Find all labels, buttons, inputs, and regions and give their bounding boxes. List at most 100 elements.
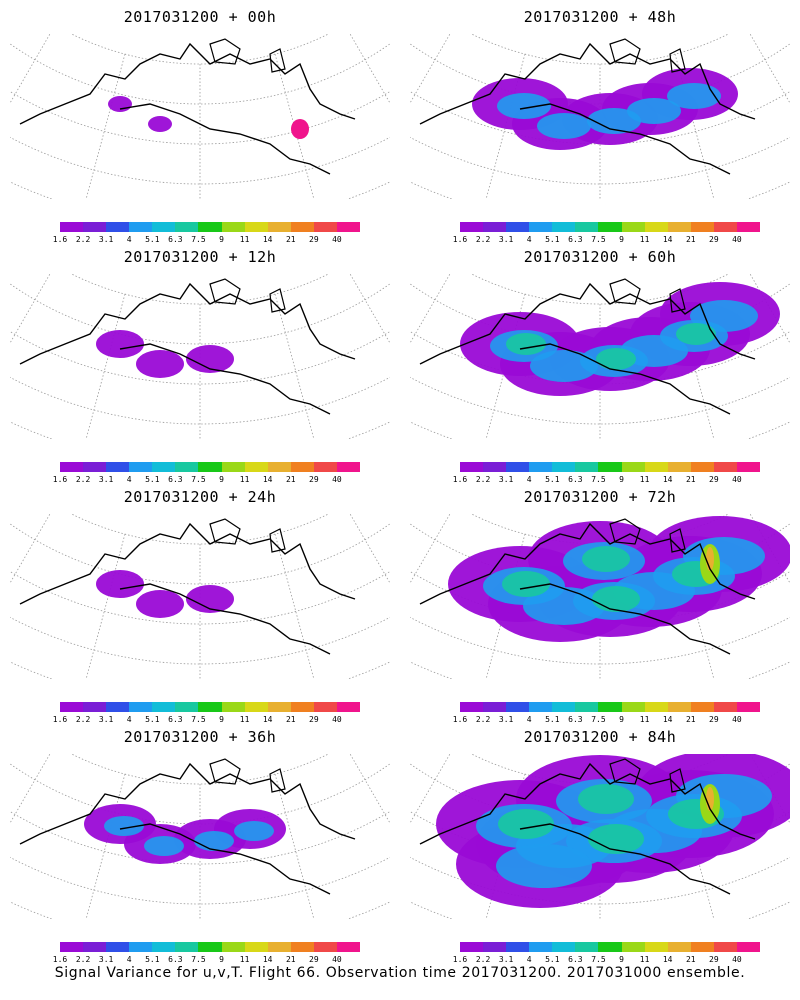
colorbar-label: 6.3 <box>168 475 183 484</box>
colorbar-swatch <box>60 942 84 952</box>
colorbar-label: 4 <box>526 235 532 244</box>
colorbar <box>60 702 361 712</box>
colorbar-label: 9 <box>619 235 624 244</box>
colorbar-label: 14 <box>662 955 673 964</box>
colorbar-label: 1.6 <box>452 715 468 724</box>
colorbar-swatch <box>290 222 314 232</box>
colorbar-swatch <box>598 222 622 232</box>
colorbar-swatch <box>198 702 222 712</box>
colorbar-label: 2.2 <box>475 955 491 964</box>
colorbar-labels: 1.6 2.2 3.1 4 5.1 6.3 7.5 9 11 14 21 29 40 <box>50 955 370 967</box>
coastlines <box>419 758 756 895</box>
colorbar-swatch <box>506 222 530 232</box>
colorbar-label: 7.5 <box>591 475 606 484</box>
colorbar-swatch <box>152 462 176 472</box>
colorbar-swatch <box>106 702 130 712</box>
colorbar-swatch <box>552 462 576 472</box>
colorbar-label: 11 <box>639 715 650 724</box>
colorbar-label: 9 <box>219 715 224 724</box>
map-panel: 2017031200 + 48h 1.6 2.2 3.1 4 5.1 6.3 7.5 9 11 14… <box>400 0 800 245</box>
colorbar-label: 11 <box>239 955 250 964</box>
colorbar-swatch <box>313 942 337 952</box>
colorbar-swatch <box>60 462 84 472</box>
colorbar-label: 1.6 <box>52 235 68 244</box>
map-panel: 2017031200 + 00h 1.6 2.2 3.1 4 5.1 6.3 7.5 9 11 14… <box>0 0 400 245</box>
colorbar-label: 2.2 <box>475 715 491 724</box>
colorbar-label: 11 <box>239 475 250 484</box>
colorbar-label: 14 <box>262 235 273 244</box>
colorbar-swatch <box>336 942 361 952</box>
colorbar-swatch <box>129 462 153 472</box>
colorbar-label: 3.1 <box>498 955 514 964</box>
colorbar-label: 4 <box>126 715 132 724</box>
colorbar-swatch <box>83 462 107 472</box>
colorbar-label: 5.1 <box>545 955 560 964</box>
colorbar-label: 2.2 <box>475 235 491 244</box>
colorbar-swatch <box>313 462 337 472</box>
colorbar-swatch <box>60 222 84 232</box>
map-panel: 2017031200 + 72h 1.6 2.2 3.1 4 5.1 6.3 7.5 9 11 14… <box>400 480 800 725</box>
colorbar-swatch <box>690 702 714 712</box>
colorbar-label: 14 <box>262 955 273 964</box>
colorbar-label: 4 <box>526 715 532 724</box>
colorbar-swatch <box>667 462 691 472</box>
colorbar <box>460 462 761 472</box>
colorbar-swatch <box>152 702 176 712</box>
colorbar-swatch <box>483 222 507 232</box>
colorbar-swatch <box>175 702 199 712</box>
colorbar-swatch <box>713 462 737 472</box>
colorbar-swatch <box>621 462 645 472</box>
colorbar-swatch <box>736 942 761 952</box>
colorbar-label: 7.5 <box>191 715 206 724</box>
graticule <box>10 274 390 439</box>
variance-map <box>10 274 390 439</box>
colorbar-label: 7.5 <box>191 475 206 484</box>
colorbar-label: 2.2 <box>75 955 91 964</box>
panel-title: 2017031200 + 00h <box>123 8 277 26</box>
colorbar-label: 3.1 <box>98 235 114 244</box>
colorbar-swatch <box>336 222 361 232</box>
colorbar-label: 4 <box>526 475 532 484</box>
variance-map <box>410 514 790 679</box>
colorbar-swatch <box>483 702 507 712</box>
colorbar-label: 11 <box>239 715 250 724</box>
colorbar-label: 1.6 <box>452 955 468 964</box>
colorbar-label: 40 <box>332 715 342 724</box>
map-panel: 2017031200 + 36h 1.6 2.2 3.1 4 5.1 6.3 7.5 9 11 14… <box>0 720 400 965</box>
colorbar <box>60 222 361 232</box>
colorbar <box>460 702 761 712</box>
colorbar-label: 29 <box>709 715 719 724</box>
colorbar-label: 2.2 <box>475 475 491 484</box>
colorbar <box>460 942 761 952</box>
colorbar-swatch <box>267 942 291 952</box>
graticule <box>410 514 790 679</box>
colorbar-label: 21 <box>285 475 296 484</box>
colorbar-swatch <box>575 462 599 472</box>
variance-field <box>84 804 286 864</box>
variance-map <box>410 754 790 919</box>
colorbar-label: 9 <box>619 475 624 484</box>
colorbar-swatch <box>690 462 714 472</box>
colorbar-swatch <box>198 462 222 472</box>
colorbar-swatch <box>575 702 599 712</box>
colorbar-swatch <box>506 942 530 952</box>
colorbar <box>460 222 761 232</box>
colorbar-swatch <box>713 702 737 712</box>
colorbar-label: 9 <box>619 715 624 724</box>
variance-field <box>472 68 738 150</box>
colorbar-swatch <box>83 702 107 712</box>
colorbar-swatch <box>290 702 314 712</box>
colorbar-label: 29 <box>709 475 719 484</box>
colorbar-label: 2.2 <box>75 235 91 244</box>
colorbar-label: 5.1 <box>545 475 560 484</box>
colorbar-label: 1.6 <box>52 955 68 964</box>
colorbar-swatch <box>667 702 691 712</box>
colorbar-swatch <box>736 462 761 472</box>
coastlines <box>19 38 356 175</box>
colorbar-swatch <box>621 942 645 952</box>
colorbar-label: 3.1 <box>498 235 514 244</box>
colorbar-swatch <box>529 942 553 952</box>
variance-field <box>460 282 780 396</box>
colorbar-label: 29 <box>709 955 719 964</box>
variance-map <box>410 34 790 199</box>
